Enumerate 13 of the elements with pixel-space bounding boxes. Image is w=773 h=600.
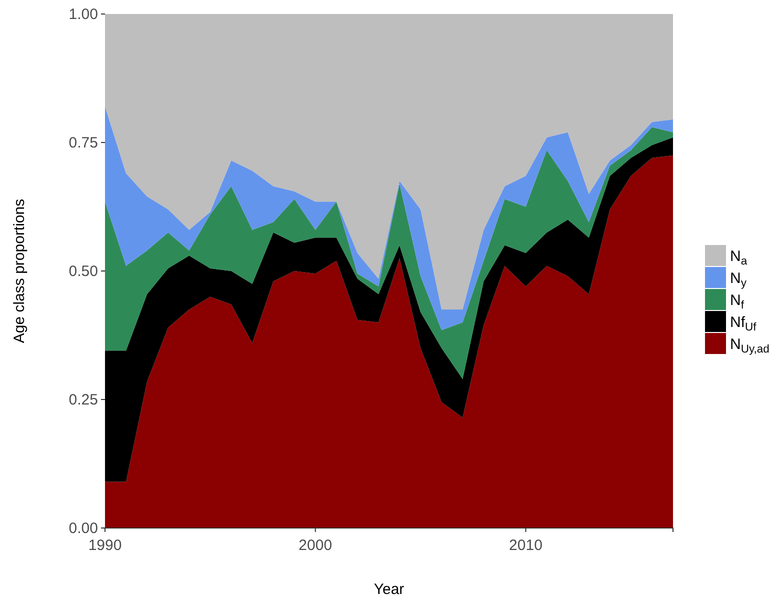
- x-tick-label: 1990: [88, 537, 122, 554]
- x-tick-label: 2010: [509, 537, 542, 554]
- y-tick-label: 0.50: [68, 262, 98, 280]
- y-tick-label: 1.00: [68, 6, 98, 23]
- x-axis-title: Year: [374, 581, 404, 598]
- y-tick-label: 0.75: [68, 134, 98, 152]
- y-tick-label: 0.00: [68, 520, 98, 537]
- legend-label: N$_{f}$: [730, 292, 745, 312]
- legend-label: N$_{a}$: [730, 248, 748, 268]
- x-tick-label: 2000: [298, 537, 332, 554]
- y-axis-title: Age class proportions: [11, 198, 28, 344]
- y-tick-label: 0.25: [68, 391, 98, 408]
- legend-label: N$_{y}$: [730, 270, 747, 290]
